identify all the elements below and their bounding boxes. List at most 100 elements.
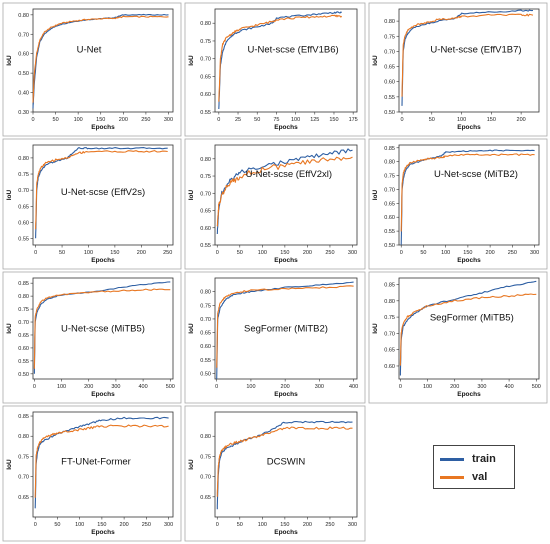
y-tick-label: 0.70	[18, 475, 29, 481]
y-axis-label: IoU	[372, 189, 379, 200]
x-tick-label: 300	[477, 384, 486, 390]
chart-panel: 0 50 100 150 200 250 300 0.50 0.55 0.60 0.65 0.70 0.…	[368, 138, 548, 270]
x-tick-label: 100	[57, 384, 66, 390]
y-tick-label: 0.50	[384, 243, 395, 249]
y-tick-label: 0.75	[384, 34, 395, 40]
chart-panel: 0 50 100 150 200 250 0.55 0.60 0.65 0.70 0.75 0.80 E…	[2, 138, 182, 270]
series-line-val	[399, 293, 537, 366]
x-axis-label: Epochs	[274, 529, 298, 536]
y-tick-label: 0.70	[200, 317, 211, 323]
series-line-train	[400, 149, 535, 245]
x-tick-label: 100	[75, 522, 84, 528]
y-tick-label: 0.60	[200, 226, 211, 232]
x-tick-label: 400	[505, 384, 514, 390]
x-tick-label: 150	[280, 250, 289, 256]
y-tick-label: 0.70	[384, 49, 395, 55]
plot-area	[214, 411, 358, 518]
x-tick-label: 100	[457, 117, 466, 123]
x-tick-label: 0	[400, 117, 403, 123]
legend: train val	[433, 445, 515, 489]
y-tick-label: 0.60	[384, 215, 395, 221]
y-tick-label: 0.75	[18, 172, 29, 178]
x-axis-label: Epochs	[457, 124, 481, 131]
y-tick-label: 0.60	[18, 220, 29, 226]
x-axis-label: Epochs	[274, 124, 298, 131]
y-tick-label: 0.80	[200, 21, 211, 27]
x-tick-label: 300	[164, 117, 173, 123]
chart-panel: 0 100 200 300 400 500 0.50 0.55 0.60 0.65 0.70 0.75…	[2, 271, 182, 404]
x-tick-label: 300	[348, 250, 357, 256]
chart-title: SegFormer (MiTB2)	[244, 324, 328, 335]
chart-panel: 0 50 100 150 200 250 300 0.30 0.40 0.50 0.60 0.70 0.…	[2, 2, 182, 137]
y-tick-label: 0.60	[200, 92, 211, 98]
x-tick-label: 50	[254, 117, 260, 123]
x-tick-label: 150	[487, 117, 496, 123]
y-tick-label: 0.55	[384, 95, 395, 101]
x-tick-label: 250	[142, 522, 151, 528]
chart-title: U-Net-scse (MiTB2)	[434, 169, 518, 180]
y-tick-label: 0.75	[384, 174, 395, 180]
x-tick-label: 100	[258, 522, 267, 528]
legend-train: train	[440, 451, 496, 467]
chart-title: DCSWIN	[267, 457, 306, 468]
y-tick-label: 0.80	[18, 156, 29, 162]
y-tick-label: 0.40	[18, 91, 29, 97]
y-tick-label: 0.65	[200, 74, 211, 80]
series-line-train	[401, 9, 534, 106]
y-tick-label: 0.60	[384, 364, 395, 370]
x-tick-label: 150	[110, 250, 119, 256]
x-tick-label: 300	[164, 522, 173, 528]
x-tick-label: 50	[53, 117, 59, 123]
x-tick-label: 50	[59, 250, 65, 256]
x-tick-label: 0	[33, 384, 36, 390]
x-tick-label: 250	[325, 522, 334, 528]
x-tick-label: 0	[399, 384, 402, 390]
x-tick-label: 300	[530, 250, 539, 256]
x-axis-label: Epochs	[457, 257, 481, 264]
y-axis-label: IoU	[6, 189, 13, 200]
y-tick-label: 0.75	[200, 174, 211, 180]
series-line-val	[401, 13, 534, 97]
x-tick-label: 0	[216, 522, 219, 528]
chart-panel: 0 50 100 150 200 0.50 0.55 0.60 0.65 0.70 0.75 0.80…	[368, 2, 548, 137]
legend-val-label: val	[472, 471, 488, 483]
x-tick-label: 0	[400, 250, 403, 256]
y-tick-label: 0.80	[18, 294, 29, 300]
y-tick-label: 0.80	[18, 13, 29, 19]
y-tick-label: 0.65	[200, 331, 211, 337]
legend-val: val	[440, 469, 487, 485]
y-tick-label: 0.85	[18, 414, 29, 420]
x-tick-label: 100	[423, 384, 432, 390]
x-tick-label: 100	[441, 250, 450, 256]
y-tick-label: 0.75	[200, 454, 211, 460]
x-tick-label: 0	[34, 522, 37, 528]
x-tick-label: 75	[273, 117, 279, 123]
plot-area	[214, 144, 358, 246]
x-tick-label: 25	[235, 117, 241, 123]
chart-panel: 0 50 100 150 200 250 300 0.65 0.70 0.75 0.80 0.85 Ep…	[2, 405, 182, 542]
y-tick-label: 0.55	[200, 110, 211, 116]
chart-title: U-Net-scse (EffV1B7)	[430, 44, 521, 55]
y-tick-label: 0.85	[384, 283, 395, 289]
y-tick-label: 0.30	[18, 110, 29, 116]
series-line-val	[216, 285, 354, 368]
x-axis-label: Epochs	[91, 124, 115, 131]
x-tick-label: 300	[348, 522, 357, 528]
x-tick-label: 100	[246, 384, 255, 390]
x-tick-label: 150	[463, 250, 472, 256]
y-tick-label: 0.50	[384, 110, 395, 116]
x-tick-label: 200	[303, 522, 312, 528]
chart-title: U-Net-scse (EffV2s)	[61, 187, 145, 198]
x-tick-label: 200	[120, 522, 129, 528]
x-axis-label: Epochs	[274, 391, 298, 398]
x-tick-label: 100	[84, 250, 93, 256]
chart-panel: 0 50 100 150 200 250 300 0.55 0.60 0.65 0.70 0.75 0.…	[184, 138, 366, 270]
y-tick-label: 0.65	[384, 201, 395, 207]
x-tick-label: 0	[216, 250, 219, 256]
y-axis-label: IoU	[372, 323, 379, 334]
y-tick-label: 0.70	[200, 475, 211, 481]
y-tick-label: 0.50	[18, 372, 29, 378]
x-tick-label: 400	[349, 384, 358, 390]
y-tick-label: 0.80	[384, 160, 395, 166]
legend-val-swatch	[440, 475, 464, 479]
